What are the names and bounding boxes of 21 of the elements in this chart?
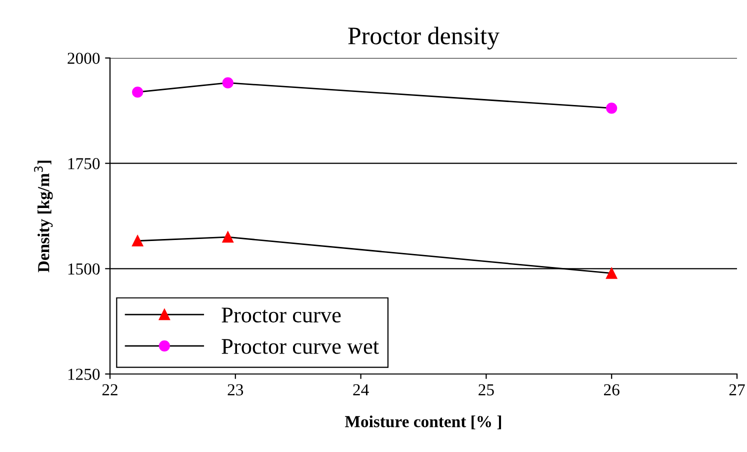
y-tick-label: 1500: [68, 263, 100, 275]
point: [132, 235, 144, 246]
chart-title: Proctor density: [348, 26, 500, 50]
point: [132, 86, 144, 98]
point: [606, 268, 618, 279]
point: [222, 232, 234, 243]
point: [222, 77, 234, 88]
x-tick-label: 25: [478, 384, 494, 396]
legend-label: Proctor curve wet: [222, 339, 379, 354]
y-tick-label: 1750: [68, 158, 100, 170]
x-tick-label: 26: [604, 384, 620, 396]
x-axis-title: Moisture content [% ]: [345, 416, 502, 430]
x-tick-label: 24: [353, 384, 369, 396]
point: [606, 102, 618, 114]
y-tick-label: 1250: [68, 368, 100, 380]
y-tick-label: 2000: [68, 52, 100, 64]
x-tick-label: 23: [228, 384, 244, 396]
x-tick-label: 22: [102, 384, 118, 396]
x-tick-label: 27: [729, 384, 745, 396]
y-axis-title: Density [kg/m$^{3}$]: [34, 160, 53, 272]
legend-label: Proctor curve: [222, 308, 341, 323]
